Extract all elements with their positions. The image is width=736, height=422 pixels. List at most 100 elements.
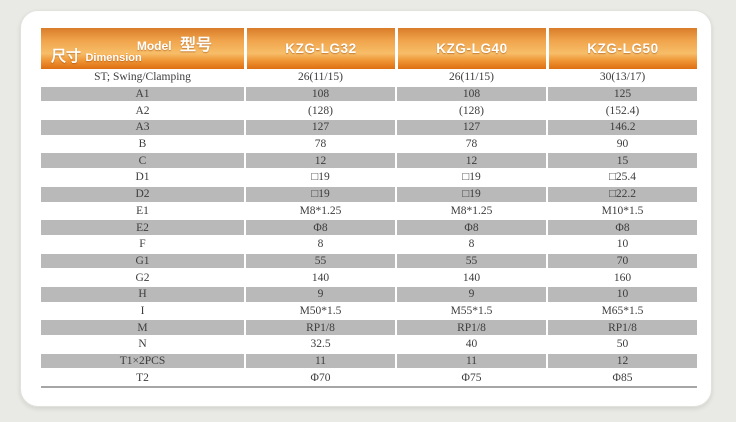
param-cell: A3 bbox=[41, 119, 244, 136]
value-cell: 146.2 bbox=[546, 119, 697, 136]
value-cell: □19 bbox=[244, 185, 395, 203]
table-row: T1×2PCS 11 11 12 bbox=[41, 352, 697, 370]
value-cell: 32.5 bbox=[244, 336, 395, 353]
table-row: A1 108 108 125 bbox=[41, 85, 697, 103]
value-cell: 108 bbox=[395, 85, 546, 103]
table-row: A2 (128) (128) (152.4) bbox=[41, 102, 697, 120]
column-header-kzg-lg40: KZG-LG40 bbox=[398, 28, 546, 69]
corner-header-cell: Model 型号 尺寸 Dimension bbox=[41, 28, 244, 69]
param-cell: F bbox=[139, 238, 146, 251]
param-cell: T1×2PCS bbox=[41, 352, 244, 370]
table-row: G2 140 140 160 bbox=[41, 269, 697, 286]
value-cell: 30(13/17) bbox=[546, 69, 697, 86]
value-cell: Φ85 bbox=[546, 369, 697, 387]
value-cell: □25.4 bbox=[546, 169, 697, 186]
value-cell: Φ8 bbox=[244, 219, 395, 236]
param-cell: E1 bbox=[136, 204, 149, 217]
value-cell: Φ75 bbox=[395, 369, 546, 387]
value-cell: □19 bbox=[395, 185, 546, 203]
param-cell: E2 bbox=[41, 219, 244, 236]
value-cell: 12 bbox=[395, 152, 546, 170]
value-cell: 55 bbox=[395, 252, 546, 270]
value-cell: 140 bbox=[395, 269, 546, 286]
param-cell: D2 bbox=[41, 185, 244, 203]
dimension-spec-table: Model 型号 尺寸 Dimension KZG-LG32 KZG-LG40 … bbox=[41, 28, 697, 389]
value-cell: □22.2 bbox=[546, 185, 697, 203]
model-header-label: Model 型号 bbox=[137, 31, 212, 55]
value-cell: RP1/8 bbox=[546, 319, 697, 336]
table-row: A3 127 127 146.2 bbox=[41, 119, 697, 136]
table-header-row: Model 型号 尺寸 Dimension KZG-LG32 KZG-LG40 … bbox=[41, 28, 697, 69]
param-cell: M bbox=[41, 319, 244, 336]
table-row: D2 □19 □19 □22.2 bbox=[41, 185, 697, 203]
model-en-label: Model bbox=[136, 39, 172, 53]
value-cell: 125 bbox=[546, 85, 697, 103]
value-cell: 11 bbox=[244, 352, 395, 370]
value-cell: 11 bbox=[395, 352, 546, 370]
param-cell: N bbox=[138, 338, 147, 351]
column-header-kzg-lg32: KZG-LG32 bbox=[247, 28, 395, 69]
param-cell: C bbox=[41, 152, 244, 170]
value-cell: M8*1.25 bbox=[244, 202, 395, 220]
value-cell: 140 bbox=[244, 269, 395, 286]
table-row: T2 Φ70 Φ75 Φ85 bbox=[41, 369, 697, 387]
value-cell: 12 bbox=[546, 352, 697, 370]
table-row: E2 Φ8 Φ8 Φ8 bbox=[41, 219, 697, 236]
value-cell: RP1/8 bbox=[395, 319, 546, 336]
value-cell: M55*1.5 bbox=[395, 302, 546, 320]
table-row: E1 M8*1.25 M8*1.25 M10*1.5 bbox=[41, 202, 697, 220]
value-cell: 8 bbox=[244, 235, 395, 253]
table-row: G1 55 55 70 bbox=[41, 252, 697, 270]
value-cell: 9 bbox=[395, 285, 546, 303]
value-cell: 55 bbox=[244, 252, 395, 270]
value-cell: 12 bbox=[244, 152, 395, 170]
value-cell: Φ8 bbox=[546, 219, 697, 236]
value-cell: M10*1.5 bbox=[546, 202, 697, 220]
value-cell: 10 bbox=[546, 285, 697, 303]
param-cell: I bbox=[140, 304, 145, 317]
table-row: N 32.5 40 50 bbox=[41, 336, 697, 353]
param-cell: ST; Swing/Clamping bbox=[94, 71, 191, 84]
table-body: ST; Swing/Clamping 26(11/15) 26(11/15) 30(1… bbox=[41, 69, 697, 387]
value-cell: 26(11/15) bbox=[395, 69, 546, 86]
model-cn-label: 型号 bbox=[179, 37, 212, 54]
value-cell: 10 bbox=[546, 235, 697, 253]
value-cell: (128) bbox=[395, 102, 546, 120]
param-cell: G1 bbox=[41, 252, 244, 270]
param-cell: H bbox=[41, 285, 244, 303]
table-row: H 9 9 10 bbox=[41, 285, 697, 303]
value-cell: 50 bbox=[546, 336, 697, 353]
table-row: C 12 12 15 bbox=[41, 152, 697, 170]
value-cell: 160 bbox=[546, 269, 697, 286]
param-cell: A1 bbox=[41, 85, 244, 103]
value-cell: 40 bbox=[395, 336, 546, 353]
column-header-kzg-lg50: KZG-LG50 bbox=[549, 28, 697, 69]
table-row: ST; Swing/Clamping 26(11/15) 26(11/15) 30(1… bbox=[41, 69, 697, 86]
table-row: F 8 8 10 bbox=[41, 235, 697, 253]
value-cell: 15 bbox=[546, 152, 697, 170]
value-cell: 9 bbox=[244, 285, 395, 303]
dimension-en-label: Dimension bbox=[85, 52, 142, 64]
value-cell: 26(11/15) bbox=[244, 69, 395, 86]
table-row: D1 □19 □19 □25.4 bbox=[41, 169, 697, 186]
value-cell: □19 bbox=[244, 169, 395, 186]
value-cell: 108 bbox=[244, 85, 395, 103]
value-cell: M65*1.5 bbox=[546, 302, 697, 320]
value-cell: (128) bbox=[244, 102, 395, 120]
table-row: B 78 78 90 bbox=[41, 135, 697, 153]
dimension-header-label: 尺寸 Dimension bbox=[51, 45, 142, 66]
param-cell: T2 bbox=[136, 371, 149, 384]
value-cell: 8 bbox=[395, 235, 546, 253]
value-cell: 78 bbox=[395, 135, 546, 153]
value-cell: RP1/8 bbox=[244, 319, 395, 336]
value-cell: M50*1.5 bbox=[244, 302, 395, 320]
param-cell: G2 bbox=[135, 271, 150, 284]
spec-card: Model 型号 尺寸 Dimension KZG-LG32 KZG-LG40 … bbox=[20, 10, 712, 407]
dimension-cn-label: 尺寸 bbox=[51, 48, 82, 65]
table-row: M RP1/8 RP1/8 RP1/8 bbox=[41, 319, 697, 336]
param-cell: A2 bbox=[135, 104, 150, 117]
value-cell: 90 bbox=[546, 135, 697, 153]
value-cell: 78 bbox=[244, 135, 395, 153]
value-cell: □19 bbox=[395, 169, 546, 186]
